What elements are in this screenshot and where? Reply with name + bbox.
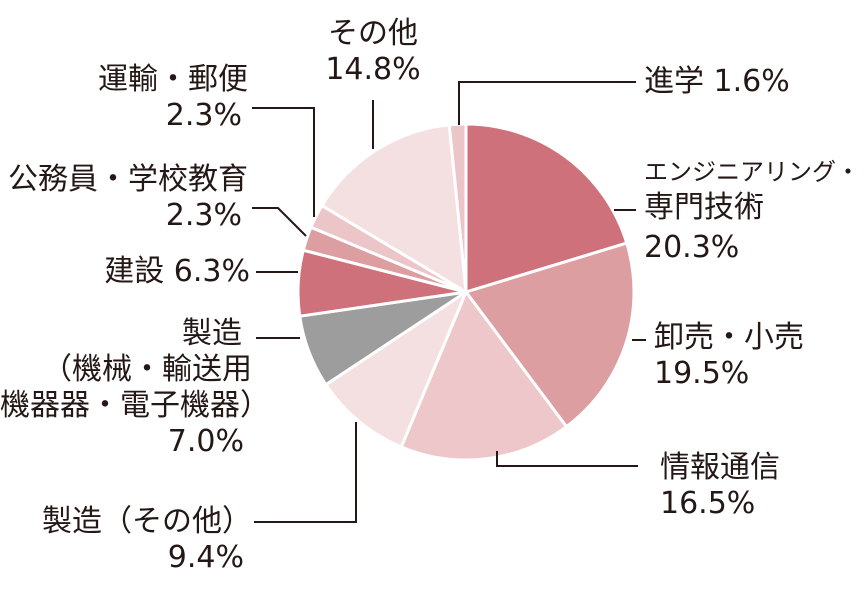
label-seizo-other: 製造（その他） 9.4% [0,504,252,576]
label-unyu: 運輸・郵便 2.3% [40,62,248,134]
label-shingaku-pct: 1.6% [713,64,790,99]
label-joho-name: 情報通信 [660,450,780,485]
pie-slice-9 [320,123,468,294]
label-kensetsu-name: 建設 [104,254,165,289]
label-seizo-kikai-line1: 製造 [182,316,242,351]
pie-slice-2 [464,241,636,429]
label-kensetsu: 建設 6.3% [40,254,250,290]
pie-slice-3 [399,290,568,462]
leader-line-komuin [252,207,307,237]
label-joho-pct: 16.5% [660,486,756,521]
pie-slice-1 [464,122,629,294]
leader-line-unyu [252,107,315,217]
leader-line-seizo-other [254,422,357,523]
label-engineering-line2: 専門技術 [644,190,764,225]
label-engineering-pct: 20.3% [644,230,740,265]
leader-lines [252,81,646,523]
label-seizo-other-name: 製造（その他） [42,504,252,539]
label-kensetsu-pct: 6.3% [173,254,250,289]
leader-line-shingaku [458,81,636,125]
label-oroshi-name: 卸売・小売 [654,320,804,355]
label-unyu-name: 運輸・郵便 [98,62,248,97]
label-seizo-kikai-pct: 7.0% [167,424,244,459]
label-engineering: エンジニアリング・ 専門技術 20.3% [644,154,860,266]
label-seizo-kikai-line2: （機械・輸送用 [42,352,252,387]
label-komuin-pct: 2.3% [165,198,242,233]
label-oroshi-pct: 19.5% [654,356,750,391]
label-komuin: 公務員・学校教育 2.3% [0,162,248,234]
label-seizo-other-pct: 9.4% [167,540,244,575]
label-sonota-name: その他 [328,16,418,51]
label-engineering-line1: エンジニアリング・ [644,158,860,186]
label-komuin-name: 公務員・学校教育 [8,162,248,197]
label-sonota-pct: 14.8% [325,52,421,87]
label-shingaku: 進学 1.6% [644,64,790,100]
label-oroshi: 卸売・小売 19.5% [654,320,804,392]
label-seizo-kikai: 製造 （機械・輸送用 機器器・電子機器） 7.0% [0,316,270,460]
label-joho: 情報通信 16.5% [660,450,780,522]
label-sonota: その他 14.8% [300,16,446,88]
label-unyu-pct: 2.3% [165,98,242,133]
leader-line-joho [496,451,638,467]
label-shingaku-name: 進学 [644,64,704,99]
pie-slices [296,122,636,462]
label-seizo-kikai-line3: 機器器・電子機器） [0,388,270,423]
pie-slice-4 [324,290,468,449]
